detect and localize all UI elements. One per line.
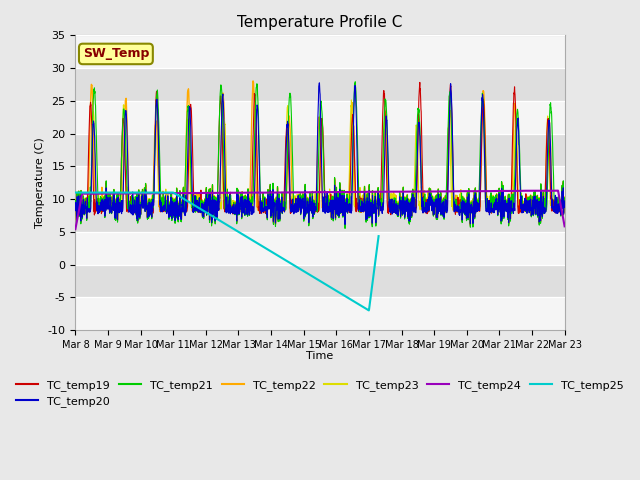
Title: Temperature Profile C: Temperature Profile C: [237, 15, 403, 30]
TC_temp24: [208, 190, 216, 196]
TC_temp20: [72, 203, 79, 208]
TC_temp19: [532, 211, 540, 217]
TC_temp22: [532, 210, 540, 216]
TC_temp19: [416, 80, 424, 85]
TC_temp23: [72, 199, 79, 205]
TC_temp23: [532, 208, 540, 214]
Bar: [76, 199, 564, 232]
TC_temp24: [518, 188, 525, 194]
Bar: [76, 297, 564, 330]
TC_temp24: [72, 226, 79, 232]
Line: TC_temp25: TC_temp25: [76, 192, 379, 311]
TC_temp21: [532, 212, 540, 218]
TC_temp22: [341, 223, 349, 228]
TC_temp22: [518, 206, 525, 212]
TC_temp24: [333, 189, 341, 195]
TC_temp19: [518, 207, 525, 213]
Bar: [76, 167, 564, 199]
TC_temp25: [333, 288, 341, 294]
TC_temp21: [208, 212, 216, 218]
TC_temp21: [341, 226, 349, 231]
Line: TC_temp21: TC_temp21: [76, 82, 564, 228]
TC_temp22: [72, 200, 79, 205]
TC_temp23: [341, 218, 349, 224]
TC_temp23: [345, 198, 353, 204]
Line: TC_temp23: TC_temp23: [76, 95, 564, 221]
TC_temp23: [334, 191, 342, 197]
TC_temp21: [344, 204, 352, 210]
TC_temp24: [531, 188, 539, 193]
TC_temp19: [208, 211, 216, 217]
Line: TC_temp20: TC_temp20: [76, 83, 564, 225]
TC_temp22: [249, 78, 257, 84]
TC_temp20: [532, 211, 540, 217]
Bar: [76, 232, 564, 264]
TC_temp21: [351, 79, 359, 84]
TC_temp25: [344, 295, 352, 301]
TC_temp19: [344, 206, 352, 212]
TC_temp24: [561, 224, 568, 229]
TC_temp23: [208, 207, 216, 213]
TC_temp23: [462, 208, 470, 214]
Bar: [76, 68, 564, 101]
Bar: [76, 133, 564, 167]
TC_temp21: [72, 201, 79, 206]
Bar: [76, 36, 564, 68]
TC_temp20: [561, 198, 568, 204]
TC_temp24: [554, 188, 562, 193]
TC_temp24: [461, 188, 469, 194]
TC_temp23: [153, 92, 161, 98]
Bar: [76, 264, 564, 297]
Line: TC_temp24: TC_temp24: [76, 191, 564, 229]
TC_temp19: [462, 212, 470, 217]
TC_temp23: [518, 204, 525, 209]
TC_temp22: [462, 210, 470, 216]
TC_temp22: [345, 194, 353, 200]
TC_temp21: [333, 210, 341, 216]
TC_temp20: [341, 222, 349, 228]
TC_temp24: [344, 189, 352, 195]
TC_temp22: [561, 194, 568, 200]
TC_temp20: [208, 211, 216, 217]
TC_temp20: [334, 194, 342, 200]
TC_temp20: [345, 207, 353, 213]
Text: SW_Temp: SW_Temp: [83, 48, 149, 60]
TC_temp20: [316, 80, 323, 86]
Line: TC_temp19: TC_temp19: [76, 83, 564, 227]
TC_temp21: [561, 195, 568, 201]
Legend: TC_temp19, TC_temp20, TC_temp21, TC_temp22, TC_temp23, TC_temp24, TC_temp25: TC_temp19, TC_temp20, TC_temp21, TC_temp…: [12, 375, 628, 412]
Line: TC_temp22: TC_temp22: [76, 81, 564, 226]
X-axis label: Time: Time: [307, 351, 333, 361]
TC_temp21: [518, 207, 525, 213]
TC_temp19: [561, 195, 568, 201]
TC_temp25: [72, 190, 79, 195]
TC_temp23: [561, 195, 568, 201]
TC_temp22: [334, 190, 342, 195]
TC_temp22: [208, 210, 216, 216]
TC_temp20: [518, 208, 525, 214]
TC_temp25: [208, 213, 216, 219]
Y-axis label: Temperature (C): Temperature (C): [35, 137, 45, 228]
TC_temp20: [462, 211, 470, 217]
TC_temp19: [333, 210, 341, 216]
TC_temp19: [72, 201, 79, 207]
TC_temp21: [462, 212, 470, 218]
TC_temp19: [341, 224, 349, 229]
Bar: [76, 101, 564, 133]
